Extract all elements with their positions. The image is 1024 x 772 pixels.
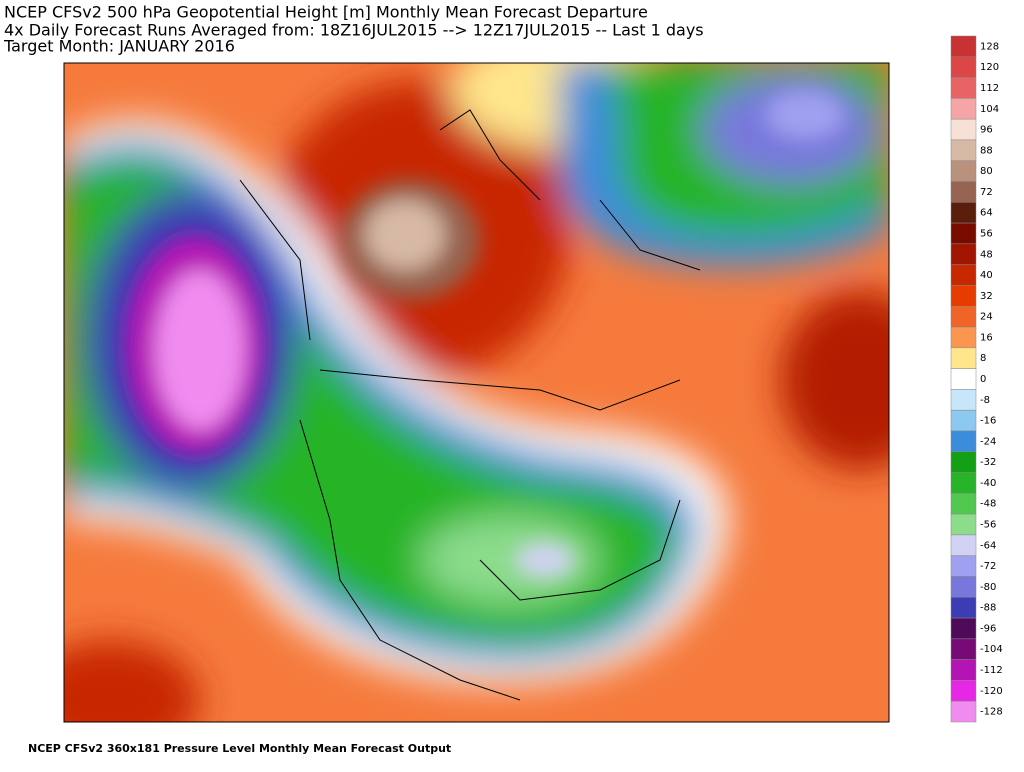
colorbar-swatch <box>950 243 977 265</box>
colorbar-label: -40 <box>980 478 996 489</box>
map-frame <box>63 62 890 723</box>
colorbar-swatch <box>950 326 977 349</box>
map <box>64 63 889 722</box>
colorbar-label: -128 <box>980 707 1003 718</box>
colorbar-label: 0 <box>980 374 986 385</box>
colorbar-swatch <box>950 264 977 286</box>
colorbar-swatch <box>950 181 977 203</box>
colorbar-swatch <box>950 305 977 328</box>
colorbar-swatch <box>950 472 977 494</box>
colorbar-swatch <box>950 451 977 473</box>
colorbar-swatch <box>950 680 977 702</box>
colorbar-label: 8 <box>980 353 986 364</box>
colorbar-label: 120 <box>980 62 999 73</box>
colorbar-swatch <box>950 77 977 99</box>
colorbar-swatch <box>950 285 977 307</box>
colorbar-label: -104 <box>980 644 1003 655</box>
colorbar-label: 88 <box>980 145 993 156</box>
colorbar-label: -120 <box>980 686 1003 697</box>
colorbar-label: -24 <box>980 436 996 447</box>
colorbar-label: 64 <box>980 208 993 219</box>
colorbar-label: -64 <box>980 540 996 551</box>
colorbar-swatch <box>950 513 977 536</box>
colorbar-label: 48 <box>980 249 993 260</box>
colorbar-label: 24 <box>980 312 993 323</box>
colorbar-swatch <box>950 35 977 58</box>
colorbar-swatch <box>950 700 977 723</box>
title-line: NCEP CFSv2 500 hPa Geopotential Height [… <box>4 3 648 22</box>
colorbar-label: 128 <box>980 41 999 52</box>
colorbar-swatch <box>950 493 977 515</box>
colorbar-label: -56 <box>980 520 996 531</box>
colorbar-swatch <box>950 409 977 432</box>
title-line: Target Month: JANUARY 2016 <box>3 37 235 56</box>
coastlines <box>239 109 701 701</box>
colorbar-swatch <box>950 389 977 411</box>
colorbar-label: 80 <box>980 166 993 177</box>
colorbar: 128120112104968880726456484032241680-8-1… <box>950 35 1003 723</box>
colorbar-swatch <box>950 56 977 78</box>
colorbar-label: 112 <box>980 83 999 94</box>
colorbar-label: -32 <box>980 457 996 468</box>
colorbar-swatch <box>950 202 977 224</box>
footer: NCEP CFSv2 360x181 Pressure Level Monthl… <box>28 742 451 755</box>
colorbar-swatch <box>950 534 977 556</box>
colorbar-label: -16 <box>980 416 996 427</box>
colorbar-label: 104 <box>980 104 999 115</box>
colorbar-swatch <box>950 118 977 141</box>
colorbar-swatch <box>950 347 977 369</box>
colorbar-swatch <box>950 368 977 390</box>
colorbar-label: 72 <box>980 187 993 198</box>
colorbar-swatch <box>950 659 977 681</box>
colorbar-label: 96 <box>980 125 993 136</box>
colorbar-label: -88 <box>980 603 996 614</box>
colorbar-swatch <box>950 576 977 598</box>
colorbar-label: -96 <box>980 623 996 634</box>
colorbar-swatch <box>950 430 977 453</box>
colorbar-swatch <box>950 222 977 245</box>
colorbar-swatch <box>950 98 977 120</box>
colorbar-label: -48 <box>980 499 996 510</box>
colorbar-swatch <box>950 139 977 161</box>
colorbar-swatch <box>950 555 977 577</box>
colorbar-swatch <box>950 597 977 619</box>
colorbar-label: -112 <box>980 665 1003 676</box>
colorbar-swatch <box>950 160 977 182</box>
colorbar-label: 40 <box>980 270 993 281</box>
colorbar-label: 16 <box>980 332 993 343</box>
colorbar-swatch <box>950 638 977 660</box>
colorbar-label: 56 <box>980 228 993 239</box>
colorbar-label: -80 <box>980 582 996 593</box>
colorbar-label: 32 <box>980 291 993 302</box>
field-core <box>125 90 845 578</box>
title-line: 4x Daily Forecast Runs Averaged from: 18… <box>4 21 704 40</box>
colorbar-swatch <box>950 617 977 640</box>
colorbar-label: -8 <box>980 395 990 406</box>
colorbar-label: -72 <box>980 561 996 572</box>
